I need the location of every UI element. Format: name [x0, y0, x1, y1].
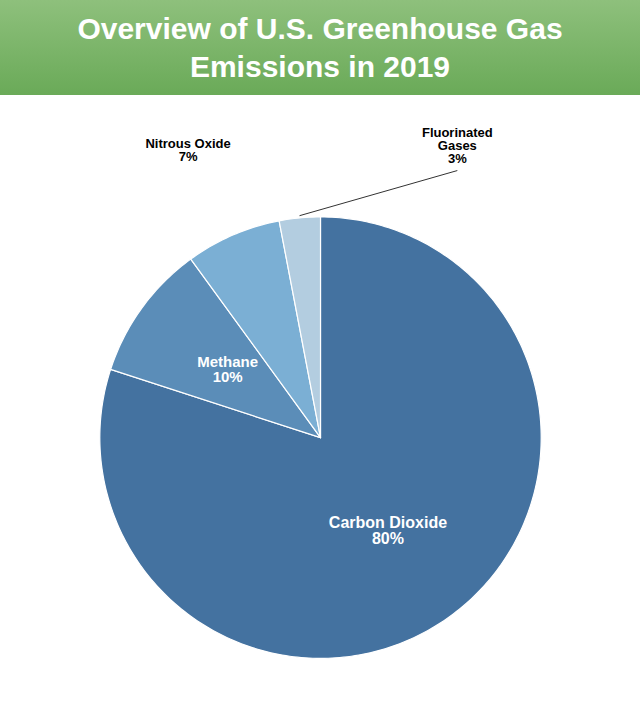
svg-text:Methane10%: Methane10%	[197, 353, 258, 385]
svg-text:FluorinatedGases3%: FluorinatedGases3%	[422, 125, 493, 166]
svg-text:Nitrous Oxide7%: Nitrous Oxide7%	[145, 136, 230, 164]
html-text:Overview of U.S. Greenhouse Ga: Overview of U.S. Greenhouse Gas Emission…	[77, 12, 563, 83]
svg-text:Carbon Dioxide80%: Carbon Dioxide80%	[329, 514, 447, 547]
